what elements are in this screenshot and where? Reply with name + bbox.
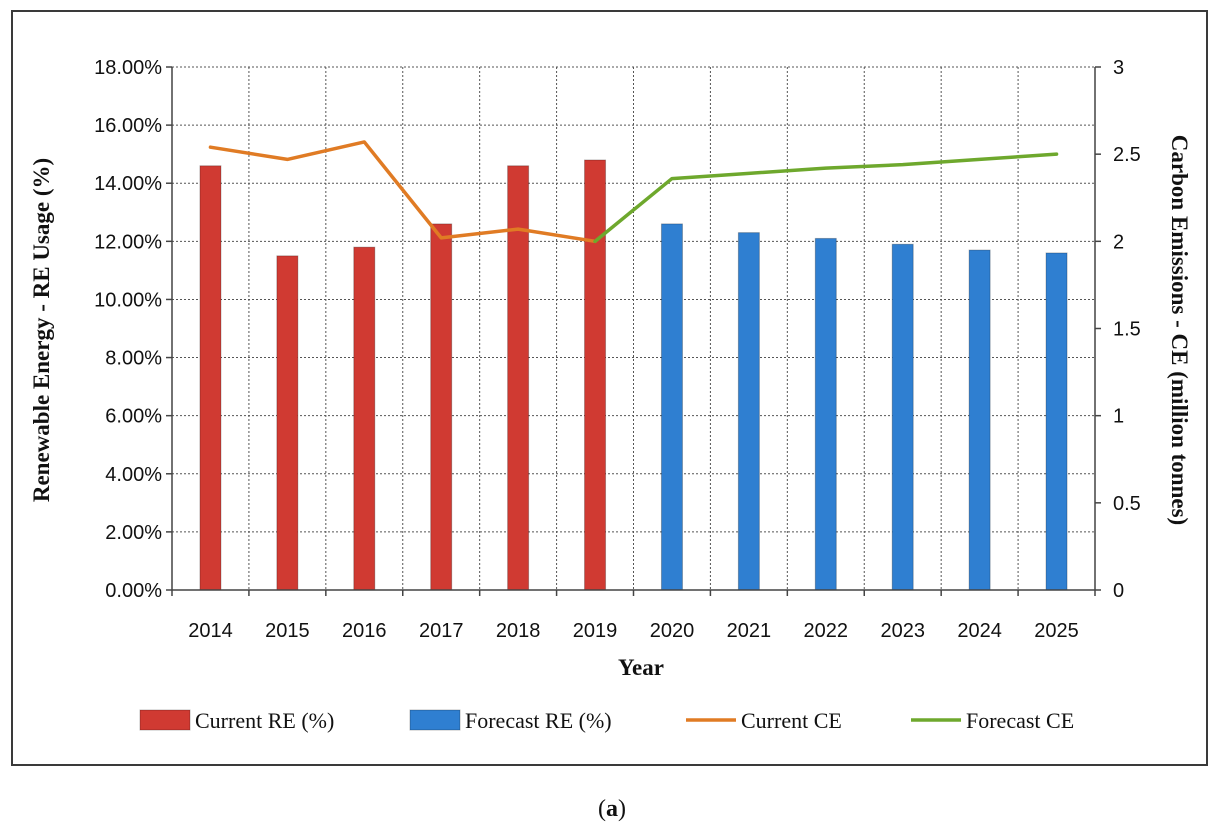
legend-item-current-re-: Current RE (%) bbox=[139, 708, 334, 733]
x-tick-label-2015: 2015 bbox=[265, 620, 310, 642]
caption-letter: a bbox=[606, 796, 618, 822]
y-left-tick-label: 4.00% bbox=[105, 464, 162, 486]
x-axis-title: Year bbox=[618, 655, 664, 680]
y-left-tick-label: 18.00% bbox=[94, 57, 162, 79]
x-tick-label-2019: 2019 bbox=[573, 620, 618, 642]
y-left-tick-label: 2.00% bbox=[105, 522, 162, 544]
bar-2021 bbox=[737, 232, 760, 591]
bar-2022 bbox=[814, 237, 837, 591]
x-tick-label-2020: 2020 bbox=[650, 620, 695, 642]
legend-item-forecast-re-: Forecast RE (%) bbox=[409, 708, 612, 733]
y-right-tick-label: 1 bbox=[1113, 406, 1124, 428]
bars bbox=[199, 159, 1068, 591]
grid bbox=[172, 66, 1096, 590]
legend-swatch bbox=[139, 709, 191, 731]
y-left-tick-label: 6.00% bbox=[105, 406, 162, 428]
y-right-tick-label: 2 bbox=[1113, 231, 1124, 253]
y-right-tick-label: 0 bbox=[1113, 580, 1124, 602]
figure-caption: (a) bbox=[0, 796, 1224, 823]
y-left-tick-label: 16.00% bbox=[94, 115, 162, 137]
bar-2023 bbox=[891, 243, 914, 591]
axes bbox=[166, 66, 1101, 596]
legend-label: Current RE (%) bbox=[195, 708, 334, 733]
bar-2017 bbox=[430, 223, 453, 591]
x-tick-label-2021: 2021 bbox=[727, 620, 772, 642]
x-tick-label-2017: 2017 bbox=[419, 620, 464, 642]
legend: Current RE (%) Forecast RE (%) Current CE F… bbox=[139, 708, 1074, 733]
bar-2025 bbox=[1045, 252, 1068, 591]
y-axis-right-title: Carbon Emissions - CE (million tonnes) bbox=[1167, 135, 1192, 525]
legend-item-forecast-ce: Forecast CE bbox=[911, 708, 1074, 733]
y-left-tick-label: 12.00% bbox=[94, 231, 162, 253]
y-left-tick-label: 10.00% bbox=[94, 289, 162, 311]
y-axis-left-title: Renewable Energy - RE Usage (%) bbox=[29, 158, 54, 502]
legend-item-current-ce: Current CE bbox=[686, 708, 842, 733]
y-left-tick-label: 14.00% bbox=[94, 173, 162, 195]
bar-2014 bbox=[199, 165, 222, 591]
x-tick-label-2016: 2016 bbox=[342, 620, 387, 642]
y-right-tick-label: 0.5 bbox=[1113, 493, 1141, 515]
y-right-tick-label: 2.5 bbox=[1113, 144, 1141, 166]
x-tick-label-2024: 2024 bbox=[957, 620, 1002, 642]
legend-label: Forecast RE (%) bbox=[465, 708, 612, 733]
tick-labels: 0.00% 2.00% 4.00% 6.00% 8.00% 10.00% 12.00% 14.… bbox=[94, 57, 1141, 642]
x-tick-label-2018: 2018 bbox=[496, 620, 541, 642]
line-forecast-ce bbox=[593, 152, 1059, 244]
caption-close-paren: ) bbox=[618, 796, 626, 822]
y-right-tick-label: 1.5 bbox=[1113, 319, 1141, 341]
x-tick-label-2014: 2014 bbox=[188, 620, 233, 642]
bar-2024 bbox=[968, 249, 991, 591]
y-left-tick-label: 0.00% bbox=[105, 580, 162, 602]
x-tick-label-2022: 2022 bbox=[804, 620, 849, 642]
caption-open-paren: ( bbox=[598, 796, 606, 822]
y-left-tick-label: 8.00% bbox=[105, 348, 162, 370]
bar-2016 bbox=[353, 246, 376, 591]
legend-swatch bbox=[409, 709, 461, 731]
legend-label: Forecast CE bbox=[966, 708, 1074, 733]
legend-label: Current CE bbox=[741, 708, 842, 733]
bar-2019 bbox=[584, 159, 607, 591]
bar-2020 bbox=[660, 223, 683, 591]
x-tick-label-2023: 2023 bbox=[880, 620, 925, 642]
line-current-ce bbox=[208, 140, 597, 244]
y-right-tick-label: 3 bbox=[1113, 57, 1124, 79]
bar-2015 bbox=[276, 255, 299, 591]
lines bbox=[208, 140, 1059, 244]
x-tick-label-2025: 2025 bbox=[1034, 620, 1079, 642]
